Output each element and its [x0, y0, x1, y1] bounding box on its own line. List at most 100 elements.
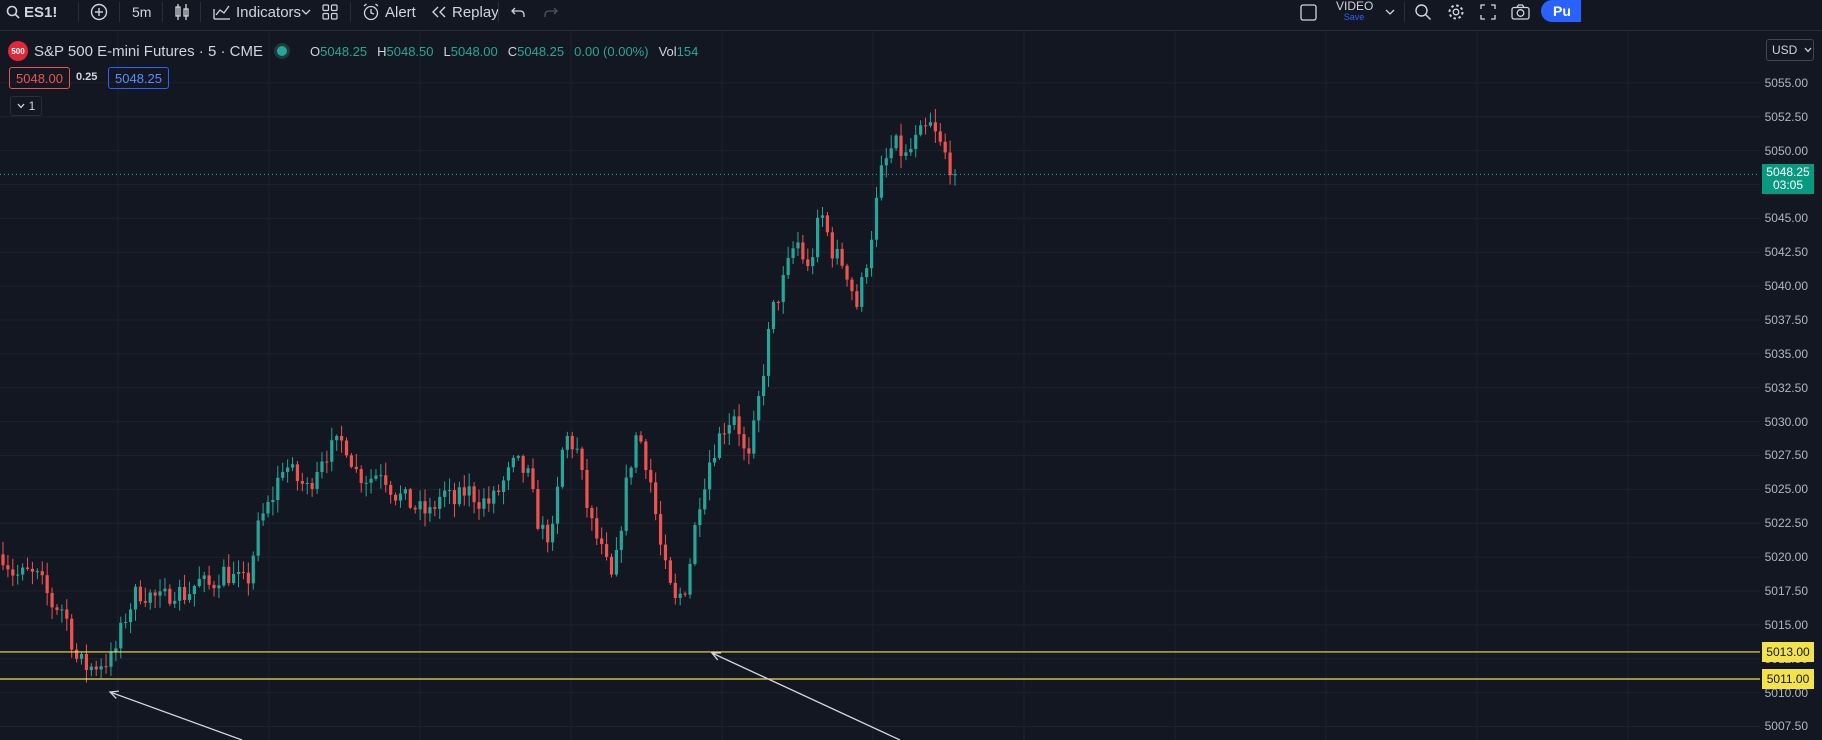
candle-body [492, 490, 496, 504]
candle-body [639, 435, 643, 442]
candle-body [330, 440, 334, 462]
candle-body [1, 554, 5, 566]
candle-body [536, 489, 540, 529]
candle-body [99, 666, 103, 670]
price-scale[interactable]: 5055.005052.505050.005047.505045.005042.… [1762, 31, 1822, 740]
redo-button[interactable] [543, 0, 559, 24]
indicators-dropdown[interactable] [301, 0, 311, 24]
candle-body [541, 524, 545, 529]
candle-body [276, 477, 280, 500]
candle-body [128, 609, 133, 623]
candle-body [232, 573, 236, 584]
candle-body [438, 496, 442, 509]
candle-body [65, 609, 69, 619]
candle-body [521, 456, 525, 473]
candle-body [712, 457, 717, 463]
candle-body [688, 563, 692, 595]
close-value: 5048.25 [517, 44, 565, 59]
candle-body [634, 435, 638, 468]
volume-key: Vol [658, 44, 677, 59]
buy-price-button[interactable]: 5048.25 [108, 67, 169, 89]
price-chart[interactable] [0, 31, 1822, 740]
publish-button[interactable]: Pu [1541, 0, 1581, 22]
candle-body [604, 544, 609, 557]
divider [498, 2, 499, 22]
sell-price-button[interactable]: 5048.00 [9, 67, 70, 89]
candle-body [624, 477, 628, 531]
current-price-label: 5048.25 [1766, 165, 1810, 180]
candle-body [757, 396, 761, 421]
indicators-button[interactable]: Indicators [213, 0, 301, 24]
candle-body [928, 122, 933, 126]
video-dropdown[interactable] [1385, 0, 1395, 24]
divider [119, 2, 120, 22]
candle-body [850, 279, 854, 292]
candle-body [153, 592, 157, 596]
video-save-button[interactable]: VIDEO Save [1336, 0, 1374, 24]
candle-body [75, 649, 79, 659]
alert-button[interactable]: Alert [362, 0, 416, 24]
compare-button[interactable] [90, 0, 108, 24]
price-tick-label: 5037.50 [1764, 313, 1808, 328]
candle-body [551, 523, 555, 543]
fullscreen-button[interactable] [1480, 0, 1496, 24]
candle-body [403, 489, 407, 494]
gear-icon [1448, 4, 1464, 20]
candle-body [379, 475, 383, 477]
candle-body [256, 520, 260, 556]
chart-type-button[interactable] [174, 0, 190, 24]
quick-search-button[interactable] [1414, 0, 1432, 24]
candle-body [384, 475, 388, 485]
settings-button[interactable] [1447, 0, 1465, 24]
candle-body [781, 275, 785, 303]
candle-body [124, 622, 128, 624]
candle-body [354, 466, 358, 470]
candle-body [644, 441, 648, 471]
candle-body [919, 125, 923, 135]
candle-body [325, 461, 329, 463]
candle-body [418, 501, 422, 510]
candle-body [948, 152, 952, 176]
layout-button[interactable] [322, 0, 338, 24]
candle-body [40, 571, 44, 576]
candle-body [737, 416, 741, 435]
candle-body [477, 502, 481, 509]
replay-button[interactable]: Replay [431, 0, 499, 24]
price-tick-label: 5050.00 [1764, 143, 1808, 158]
candle-body [457, 487, 461, 505]
price-tick-label: 5052.50 [1764, 109, 1808, 124]
currency-select[interactable]: USD [1766, 39, 1814, 61]
candle-body [109, 651, 113, 667]
symbol-label: ES1! [24, 3, 58, 21]
candle-body [953, 174, 957, 176]
chevron-down-icon [17, 103, 25, 109]
snapshot-button[interactable] [1511, 0, 1530, 24]
candle-body [938, 131, 942, 142]
plus-circle-icon [90, 3, 108, 21]
candle-body [305, 483, 309, 485]
symbol-legend[interactable]: 500 S&P 500 E-mini Futures · 5 · CME [8, 40, 287, 62]
candle-body [11, 569, 15, 576]
currency-label: USD [1772, 43, 1798, 57]
indicators-label: Indicators [236, 3, 302, 21]
symbol-search[interactable]: ES1! [6, 0, 57, 24]
candle-body [806, 259, 810, 267]
undo-button[interactable] [510, 0, 526, 24]
ohlc-values: O 5048.25 H 5048.50 L 5048.00 C 5048.25 0.00… [310, 44, 708, 59]
candle-body [889, 148, 893, 159]
interval-button[interactable]: 5m [132, 4, 152, 20]
candle-body [433, 507, 437, 509]
candle-body [281, 471, 285, 478]
candle-body [909, 148, 913, 153]
candle-body [762, 375, 766, 397]
candle-body [241, 572, 246, 574]
candle-body [236, 572, 241, 574]
candle-body [462, 487, 466, 496]
video-label: VIDEO [1336, 0, 1374, 13]
candle-body [560, 449, 565, 487]
fullscreen-toggle-button[interactable] [1300, 0, 1317, 24]
candle-body [565, 435, 569, 450]
collapse-legend-button[interactable]: 1 [10, 96, 42, 116]
candle-body [855, 291, 859, 307]
price-tick-label: 5040.00 [1764, 279, 1808, 294]
